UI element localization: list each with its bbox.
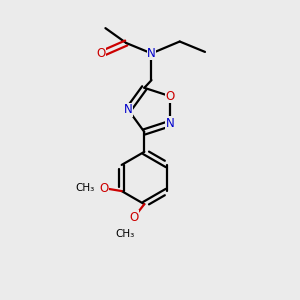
Text: N: N [166,117,175,130]
Text: CH₃: CH₃ [116,229,135,239]
Text: O: O [100,182,109,195]
Text: O: O [166,90,175,103]
Text: CH₃: CH₃ [76,183,95,193]
Text: O: O [96,47,106,60]
Text: N: N [147,47,156,60]
Text: N: N [124,103,133,116]
Text: O: O [129,211,139,224]
